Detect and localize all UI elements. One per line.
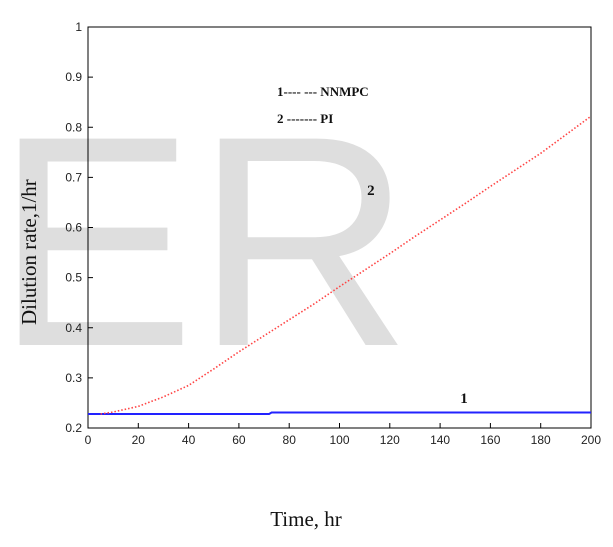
series-line-nnmpc [88,411,591,415]
x-tick-label: 80 [283,433,297,447]
annotations: 21 [367,183,468,407]
annotation-label: 1 [460,391,468,407]
legend-entry-pi: 2 ------- PI [277,111,333,126]
x-tick-label: 100 [329,433,349,447]
series-line-pi [100,115,592,415]
watermark: ER [0,73,412,409]
x-tick-label: 200 [581,433,601,447]
y-tick-label: 0.4 [65,321,82,335]
x-tick-label: 40 [182,433,196,447]
legend-entry-nnmpc: 1---- --- NNMPC [277,84,369,99]
x-tick-label: 120 [380,433,400,447]
x-tick-label: 0 [85,433,92,447]
x-tick-label: 140 [430,433,450,447]
y-tick-label: 1 [75,20,82,34]
y-axis-label: Dilution rate,1/hr [17,179,41,325]
x-tick-label: 180 [531,433,551,447]
x-axis-label: Time, hr [270,507,342,531]
y-tick-label: 0.9 [65,70,82,84]
y-tick-label: 0.6 [65,221,82,235]
y-tick-label: 0.8 [65,120,82,134]
y-tick-label: 0.3 [65,371,82,385]
x-tick-label: 60 [232,433,246,447]
annotation-label: 2 [367,183,375,199]
legend: 1---- --- NNMPC 2 ------- PI [277,84,369,126]
y-tick-label: 0.7 [65,170,82,184]
axis-ticks: 0 20 40 60 80 100 120 140 160 180 200 0.2 0.3 0.4 0.5 0… [65,20,601,447]
y-tick-label: 0.2 [65,421,82,435]
series-layer [88,115,592,415]
x-tick-label: 20 [132,433,146,447]
y-tick-label: 0.5 [65,271,82,285]
x-tick-label: 160 [480,433,500,447]
